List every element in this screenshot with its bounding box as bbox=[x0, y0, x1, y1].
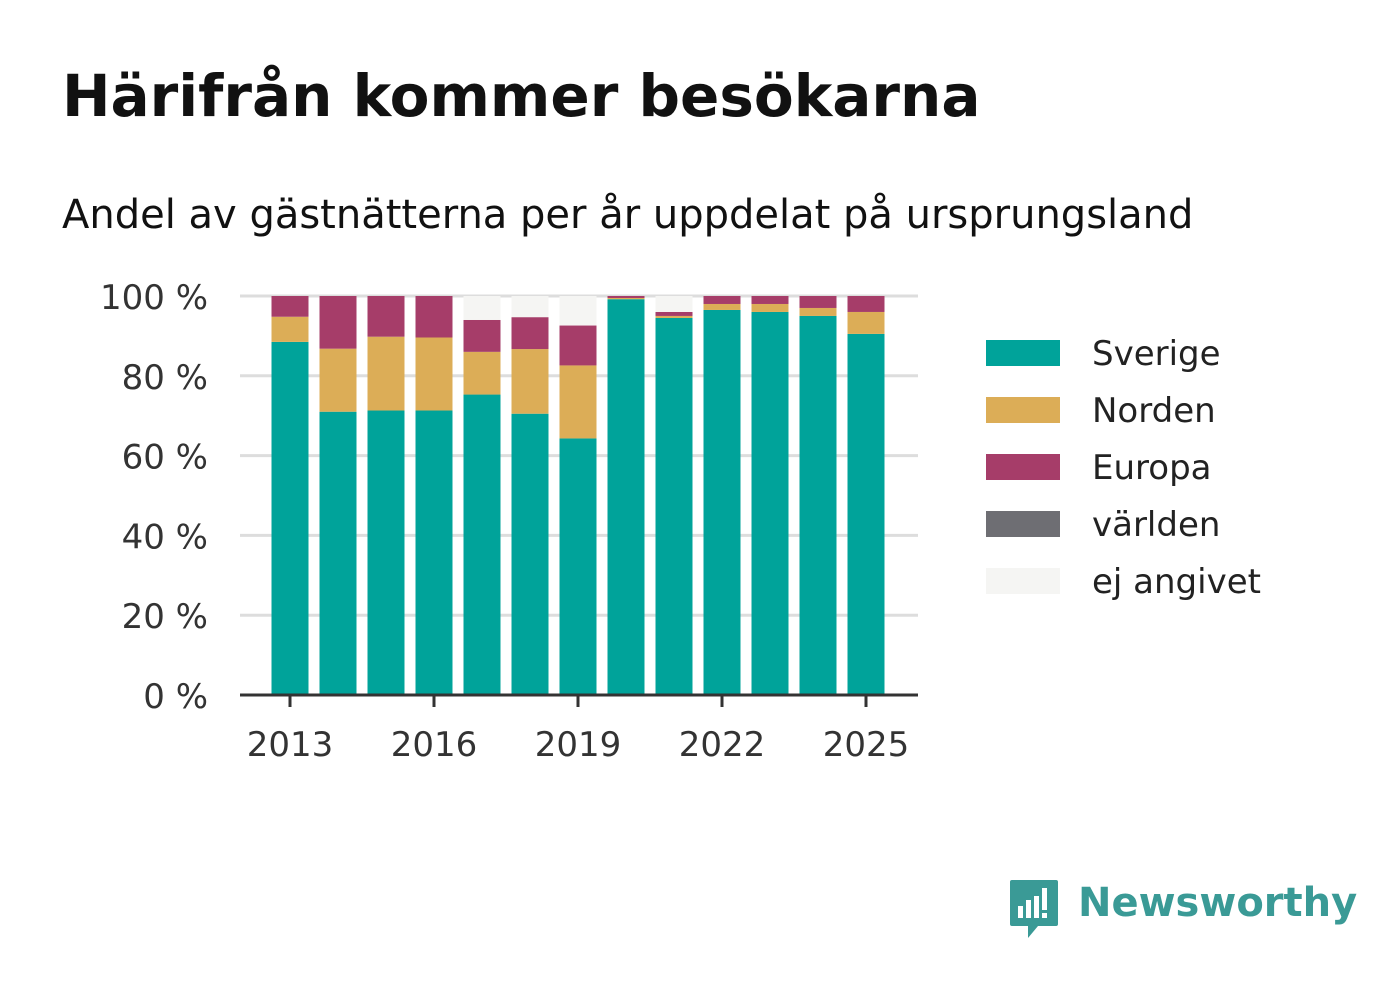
bar-segment-Sverige-2018 bbox=[511, 413, 549, 695]
bar-segment-Norden-2013 bbox=[271, 316, 309, 342]
legend-label: Sverige bbox=[1092, 334, 1221, 374]
legend-swatch-världen bbox=[986, 511, 1060, 537]
y-tick-label: 20 % bbox=[122, 597, 208, 637]
bar-segment-Sverige-2025 bbox=[847, 333, 885, 695]
bar-segment-Europa-2022 bbox=[703, 296, 741, 304]
legend: Sverige Norden Europa världen ej angivet bbox=[986, 334, 1261, 602]
legend-swatch-Norden bbox=[986, 397, 1060, 423]
legend-label: världen bbox=[1092, 505, 1220, 545]
legend-label: Europa bbox=[1092, 448, 1211, 488]
y-tick-label: 80 % bbox=[122, 358, 208, 398]
y-tick-label: 40 % bbox=[122, 517, 208, 557]
bar-segment-Europa-2014 bbox=[319, 296, 357, 349]
bar-segment-Sverige-2023 bbox=[751, 311, 789, 695]
legend-swatch-Sverige bbox=[986, 340, 1060, 366]
x-tick-label: 2016 bbox=[391, 725, 478, 765]
bar-segment-ej-angivet-2019 bbox=[559, 296, 597, 326]
bar-segment-Norden-2016 bbox=[415, 337, 453, 411]
legend-label: Norden bbox=[1092, 391, 1216, 431]
bar-segment-Norden-2025 bbox=[847, 311, 885, 334]
chart-title: Härifrån kommer besökarna bbox=[62, 62, 981, 130]
bar-segment-Norden-2020 bbox=[607, 297, 645, 300]
x-tick-label: 2022 bbox=[679, 725, 766, 765]
bar-segment-Sverige-2017 bbox=[463, 394, 501, 695]
bar-segment-Europa-2025 bbox=[847, 296, 885, 312]
bar-segment-Norden-2018 bbox=[511, 349, 549, 414]
x-tick-label: 2013 bbox=[247, 725, 334, 765]
bar-segment-Europa-2024 bbox=[799, 296, 837, 308]
bar-segment-Norden-2015 bbox=[367, 336, 405, 411]
bar-segment-Sverige-2020 bbox=[607, 299, 645, 695]
x-tick-label: 2019 bbox=[535, 725, 622, 765]
bar-segment-Sverige-2013 bbox=[271, 341, 309, 695]
newsworthy-logo-icon bbox=[1010, 880, 1058, 938]
bar-segment-Sverige-2015 bbox=[367, 410, 405, 695]
bar-segment-Norden-2017 bbox=[463, 351, 501, 395]
bars bbox=[271, 296, 885, 695]
newsworthy-logo: Newsworthy bbox=[1008, 878, 1357, 942]
bar-segment-Norden-2024 bbox=[799, 307, 837, 316]
legend-label: ej angivet bbox=[1092, 562, 1261, 602]
bar-segment-Sverige-2021 bbox=[655, 317, 693, 695]
bar-segment-Europa-2016 bbox=[415, 296, 453, 338]
axes: 0 % 20 % 40 % 60 % 80 % 100 % 2013 2016 2019 2022… bbox=[100, 278, 918, 765]
bar-segment-Europa-2013 bbox=[271, 296, 309, 317]
bar-segment-Sverige-2014 bbox=[319, 411, 357, 695]
bar-segment-Sverige-2024 bbox=[799, 315, 837, 695]
bar-segment-Europa-2020 bbox=[607, 296, 645, 298]
bar-segment-Norden-2022 bbox=[703, 303, 741, 310]
x-tick-label: 2025 bbox=[823, 725, 910, 765]
brand-name: Newsworthy bbox=[1078, 880, 1358, 926]
bar-segment-Norden-2019 bbox=[559, 365, 597, 439]
bar-segment-Sverige-2019 bbox=[559, 438, 597, 695]
bar-segment-Norden-2021 bbox=[655, 315, 693, 318]
bar-segment-Europa-2017 bbox=[463, 319, 501, 352]
chart-subtitle: Andel av gästnätterna per år uppdelat på… bbox=[62, 192, 1194, 238]
bar-segment-ej-angivet-2021 bbox=[655, 296, 693, 312]
y-tick-label: 100 % bbox=[100, 278, 208, 318]
bar-segment-Europa-2015 bbox=[367, 296, 405, 337]
bar-segment-ej-angivet-2018 bbox=[511, 296, 549, 318]
bar-segment-Europa-2018 bbox=[511, 317, 549, 350]
bar-segment-Europa-2023 bbox=[751, 296, 789, 304]
bar-segment-Europa-2019 bbox=[559, 325, 597, 366]
bar-segment-ej-angivet-2017 bbox=[463, 296, 501, 320]
bar-segment-Norden-2023 bbox=[751, 303, 789, 312]
y-tick-label: 60 % bbox=[122, 438, 208, 478]
bar-segment-Sverige-2022 bbox=[703, 309, 741, 695]
bar-segment-Norden-2014 bbox=[319, 348, 357, 412]
bar-segment-Sverige-2016 bbox=[415, 410, 453, 695]
bar-segment-Europa-2021 bbox=[655, 311, 693, 316]
y-tick-label: 0 % bbox=[143, 677, 208, 717]
legend-swatch-Europa bbox=[986, 454, 1060, 480]
legend-swatch-ej-angivet bbox=[986, 568, 1060, 594]
